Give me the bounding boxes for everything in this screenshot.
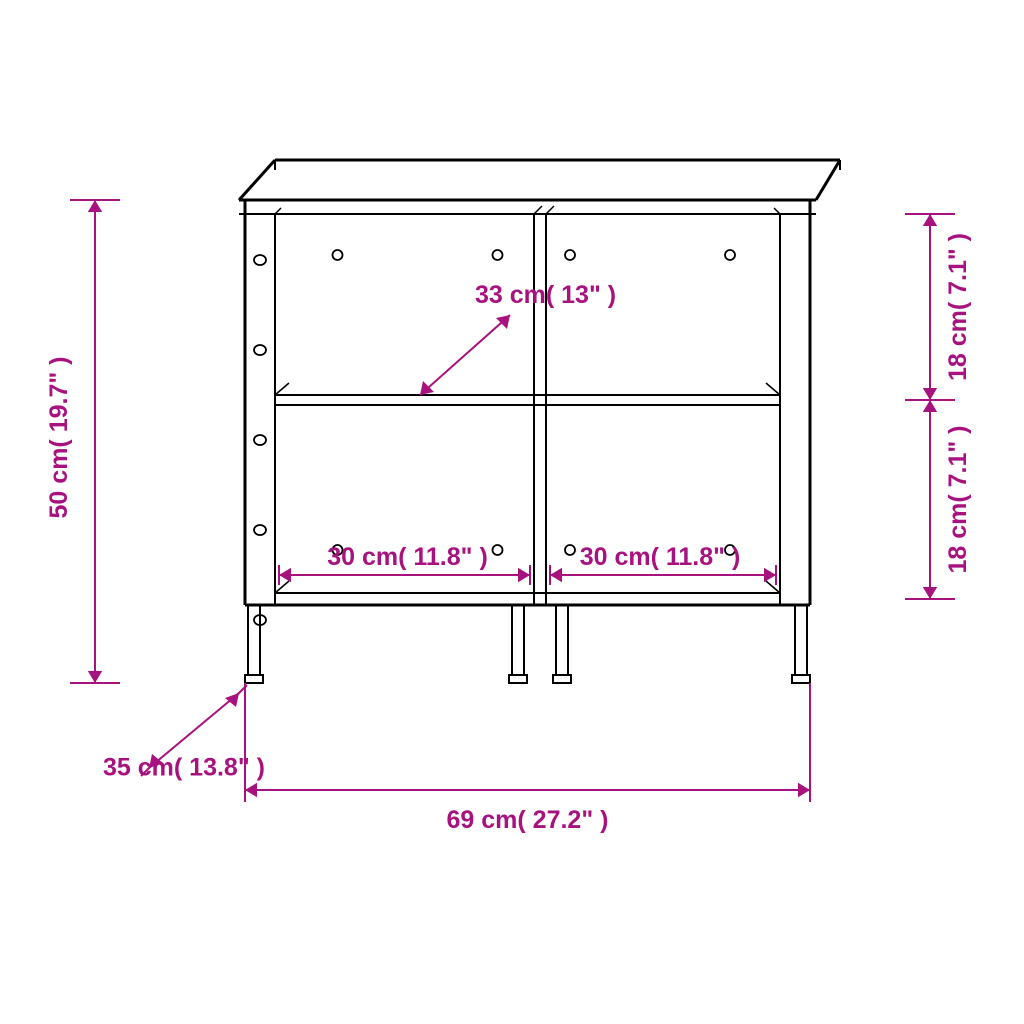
dim-shelf-width-left: 30 cm( 11.8" ) [327, 543, 488, 571]
dim-shelf-width-right: 30 cm( 11.8" ) [580, 543, 741, 571]
furniture-drawing [245, 250, 810, 683]
dim-height-total: 50 cm( 19.7" ) [45, 357, 73, 519]
dim-depth-total: 35 cm( 13.8" ) [103, 754, 265, 782]
dim-width-total: 69 cm( 27.2" ) [447, 806, 609, 834]
dim-section-bottom: 18 cm( 7.1" ) [944, 425, 972, 573]
dim-section-top: 18 cm( 7.1" ) [944, 233, 972, 381]
dim-shelf-depth: 33 cm( 13" ) [475, 281, 616, 309]
